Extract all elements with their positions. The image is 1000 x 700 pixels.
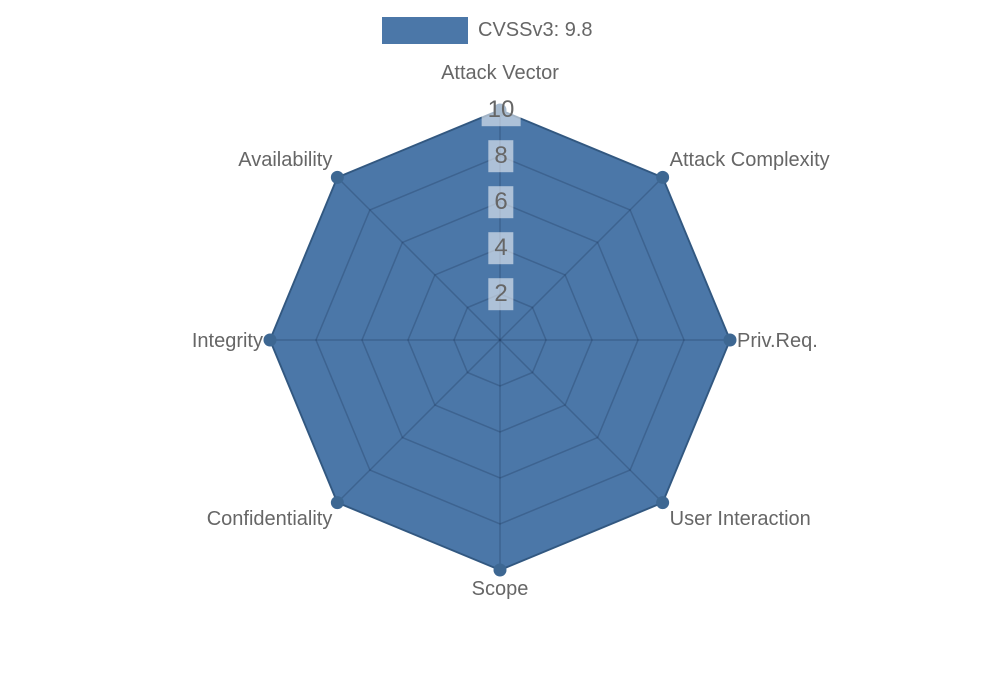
radial-tick-4: 4: [488, 232, 514, 264]
grid-ring: [407, 247, 593, 433]
axis-label-integrity: Integrity: [191, 330, 263, 352]
axis-label-attack-vector: Attack Vector: [441, 62, 559, 84]
angle-line: [336, 176, 501, 341]
axis-label-availability: Availability: [238, 149, 333, 172]
axis-label-scope: Scope: [471, 578, 529, 600]
data-point-marker: [330, 496, 344, 510]
radial-tick-10: 10: [481, 94, 521, 126]
data-point-marker: [263, 333, 277, 347]
axis-label-attack-complexity: Attack Complexity: [669, 149, 830, 172]
legend-item[interactable]: CVSSv3: 9.8: [382, 17, 593, 44]
angle-line: [499, 339, 664, 504]
axis-label-priv-req-: Priv.Req.: [737, 330, 818, 352]
data-point-marker: [330, 170, 344, 184]
radial-tick-2: 2: [488, 278, 514, 310]
angle-line: [499, 176, 664, 341]
radial-tick-8: 8: [488, 140, 514, 172]
grid-ring: [361, 201, 639, 479]
grid-ring: [453, 293, 547, 387]
data-point-marker: [723, 333, 737, 347]
legend-swatch: [382, 17, 468, 44]
data-point-marker: [493, 563, 507, 577]
axis-label-user-interaction: User Interaction: [669, 507, 811, 530]
axis-label-confidentiality: Confidentiality: [206, 507, 333, 530]
data-point-marker: [656, 496, 670, 510]
grid-ring: [315, 155, 685, 525]
data-point-marker: [656, 170, 670, 184]
radial-tick-6: 6: [488, 186, 514, 218]
legend-label: CVSSv3: 9.8: [478, 19, 593, 41]
angle-line: [336, 339, 501, 504]
